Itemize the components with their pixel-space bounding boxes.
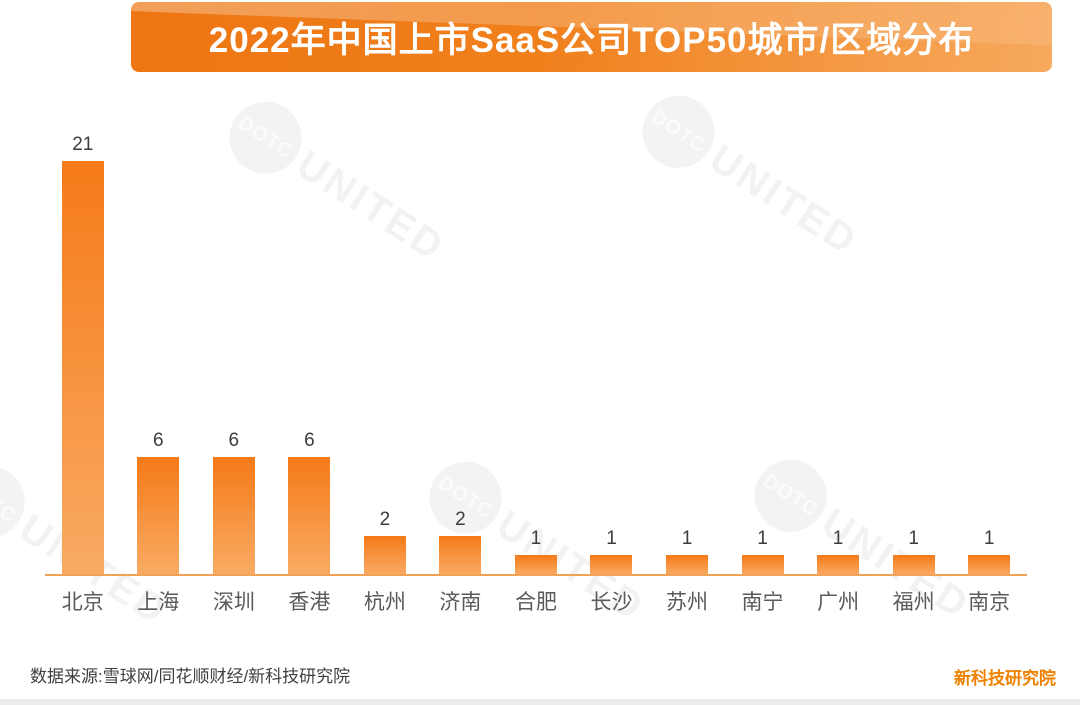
value-label: 2	[379, 509, 391, 530]
bar	[514, 555, 557, 575]
value-label: 21	[72, 134, 94, 155]
category-label: 长沙	[590, 591, 633, 614]
value-label: 1	[757, 528, 768, 549]
bar	[892, 555, 935, 575]
value-label: 6	[228, 430, 240, 451]
category-label: 苏州	[666, 591, 709, 614]
value-label: 1	[983, 528, 995, 549]
bar-chart: 21 6 6 6 2 2 1 1 1 1 1 1 1 北京 上海 深圳 香港 杭州 济南 合肥 长沙 苏州 南宁 广州 福州南…	[45, 130, 1027, 620]
bar	[817, 555, 860, 575]
bar	[439, 536, 482, 575]
bar-column: 21	[45, 130, 121, 575]
bar-column: 1	[876, 130, 952, 575]
brand-text: 新科技研究院	[954, 669, 1056, 688]
value-label: 1	[530, 528, 542, 549]
category-label: 北京	[61, 591, 104, 614]
value-label: 1	[832, 528, 844, 549]
category-label: 济南	[439, 591, 482, 614]
page-title: 2022年中国上市SaaS公司TOP50城市/区域分布	[208, 20, 975, 60]
bar-column: 1	[649, 130, 725, 575]
value-label: 2	[455, 509, 466, 530]
bar-column: 6	[121, 130, 197, 575]
category-label: 福州	[892, 591, 935, 614]
category-label: 南宁	[741, 591, 784, 614]
category-label: 深圳	[212, 591, 255, 614]
category-label: 广州	[817, 591, 860, 614]
bar-column: 2	[423, 130, 499, 575]
category-label: 南京	[968, 591, 1011, 614]
bar	[363, 536, 406, 575]
bar	[61, 161, 104, 575]
bar	[666, 555, 709, 575]
bar	[590, 555, 633, 575]
bottom-strip	[0, 699, 1080, 705]
bar-column: 1	[574, 130, 650, 575]
value-label: 6	[304, 430, 315, 451]
category-label: 香港	[288, 591, 331, 614]
category-label: 杭州	[363, 591, 406, 614]
value-label: 1	[908, 528, 919, 549]
title-banner: 2022年中国上市SaaS公司TOP50城市/区域分布	[131, 2, 1052, 72]
bar	[968, 555, 1011, 575]
bar	[212, 457, 255, 575]
bar-column: 2	[347, 130, 423, 575]
x-axis-line	[45, 574, 1027, 576]
value-label: 1	[606, 528, 617, 549]
bar	[137, 457, 180, 575]
bar-column: 1	[951, 130, 1027, 575]
bar	[741, 555, 784, 575]
category-label: 合肥	[514, 591, 557, 614]
bar-column: 1	[800, 130, 876, 575]
bar-column: 6	[196, 130, 272, 575]
bar-column: 6	[272, 130, 348, 575]
value-label: 6	[153, 430, 164, 451]
dotc-logo-circle-icon: DOTC	[0, 452, 39, 552]
category-label: 上海	[137, 591, 180, 614]
watermark-circle-text: DOTC	[0, 475, 21, 528]
bar-column: 1	[498, 130, 574, 575]
bar-column: 1	[725, 130, 801, 575]
data-source-text: 数据来源:雪球网/同花顺财经/新科技研究院	[30, 667, 351, 686]
value-label: 1	[681, 528, 693, 549]
bar	[288, 457, 331, 575]
plot-area: 21 6 6 6 2 2 1 1 1 1 1 1 1	[45, 130, 1027, 575]
category-row: 北京 上海 深圳 香港 杭州 济南 合肥 长沙 苏州 南宁 广州 福州 南京	[45, 586, 1027, 616]
